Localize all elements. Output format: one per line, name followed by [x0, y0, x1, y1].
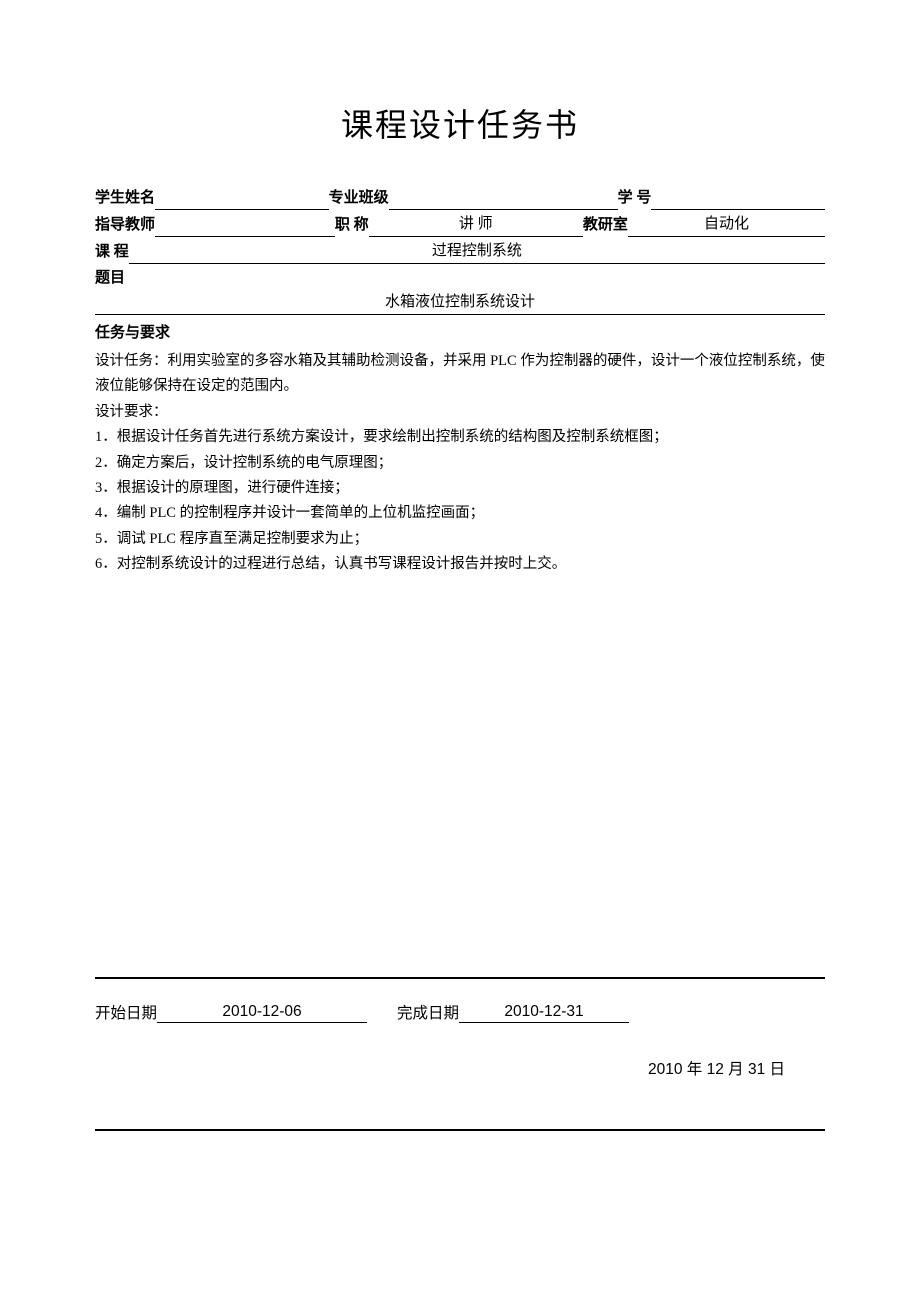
start-date-label: 开始日期 — [95, 1001, 157, 1023]
form-section: 学生姓名 专业班级 学 号 指导教师 职 称 讲 师 教研室 自动化 课 程 过… — [95, 186, 825, 577]
date-line: 开始日期 2010-12-06 完成日期 2010-12-31 — [95, 997, 825, 1033]
form-line-4: 水箱液位控制系统设计 — [95, 290, 825, 315]
form-line-1: 学生姓名 专业班级 学 号 — [95, 186, 825, 210]
end-date-label: 完成日期 — [397, 1001, 459, 1023]
end-date-value: 2010-12-31 — [459, 1003, 629, 1023]
task-body: 设计任务：利用实验室的多容水箱及其辅助检测设备，并采用 PLC 作为控制器的硬件… — [95, 349, 825, 577]
page-title: 课程设计任务书 — [95, 100, 825, 146]
requirement-3: 3．根据设计的原理图，进行硬件连接； — [95, 476, 825, 501]
major-class-label: 专业班级 — [329, 186, 389, 210]
dept-value: 自动化 — [628, 212, 825, 237]
student-id-value — [651, 190, 825, 210]
footer-section: 开始日期 2010-12-06 完成日期 2010-12-31 2010 年 1… — [95, 977, 825, 1131]
requirement-4: 4．编制 PLC 的控制程序并设计一套简单的上位机监控画面； — [95, 501, 825, 526]
major-class-value — [389, 190, 618, 210]
sign-date: 2010 年 12 月 31 日 — [95, 1057, 825, 1079]
title-rank-value: 讲 师 — [369, 212, 583, 237]
student-name-value — [155, 190, 329, 210]
instructor-value — [155, 217, 335, 237]
course-label: 课 程 — [95, 240, 129, 264]
title-rank-label: 职 称 — [335, 213, 369, 237]
requirement-5: 5．调试 PLC 程序直至满足控制要求为止； — [95, 527, 825, 552]
design-task-label: 设计任务： — [95, 353, 168, 369]
design-task-content: 利用实验室的多容水箱及其辅助检测设备，并采用 PLC 作为控制器的硬件，设计一个… — [95, 353, 825, 394]
requirement-6: 6．对控制系统设计的过程进行总结，认真书写课程设计报告并按时上交。 — [95, 552, 825, 577]
task-header: 任务与要求 — [95, 321, 825, 345]
student-id-label: 学 号 — [618, 186, 652, 210]
requirement-2: 2．确定方案后，设计控制系统的电气原理图； — [95, 451, 825, 476]
divider-top — [95, 977, 825, 979]
requirement-1: 1．根据设计任务首先进行系统方案设计，要求绘制出控制系统的结构图及控制系统框图； — [95, 425, 825, 450]
start-date-value: 2010-12-06 — [157, 1003, 367, 1023]
divider-bottom — [95, 1129, 825, 1131]
topic-label: 题目 — [95, 266, 825, 290]
design-task-text: 设计任务：利用实验室的多容水箱及其辅助检测设备，并采用 PLC 作为控制器的硬件… — [95, 349, 825, 400]
form-line-3: 课 程 过程控制系统 — [95, 239, 825, 264]
design-req-label: 设计要求： — [95, 400, 825, 425]
form-line-2: 指导教师 职 称 讲 师 教研室 自动化 — [95, 212, 825, 237]
instructor-label: 指导教师 — [95, 213, 155, 237]
dept-label: 教研室 — [583, 213, 628, 237]
student-name-label: 学生姓名 — [95, 186, 155, 210]
topic-value: 水箱液位控制系统设计 — [95, 290, 825, 315]
course-value: 过程控制系统 — [129, 239, 825, 264]
